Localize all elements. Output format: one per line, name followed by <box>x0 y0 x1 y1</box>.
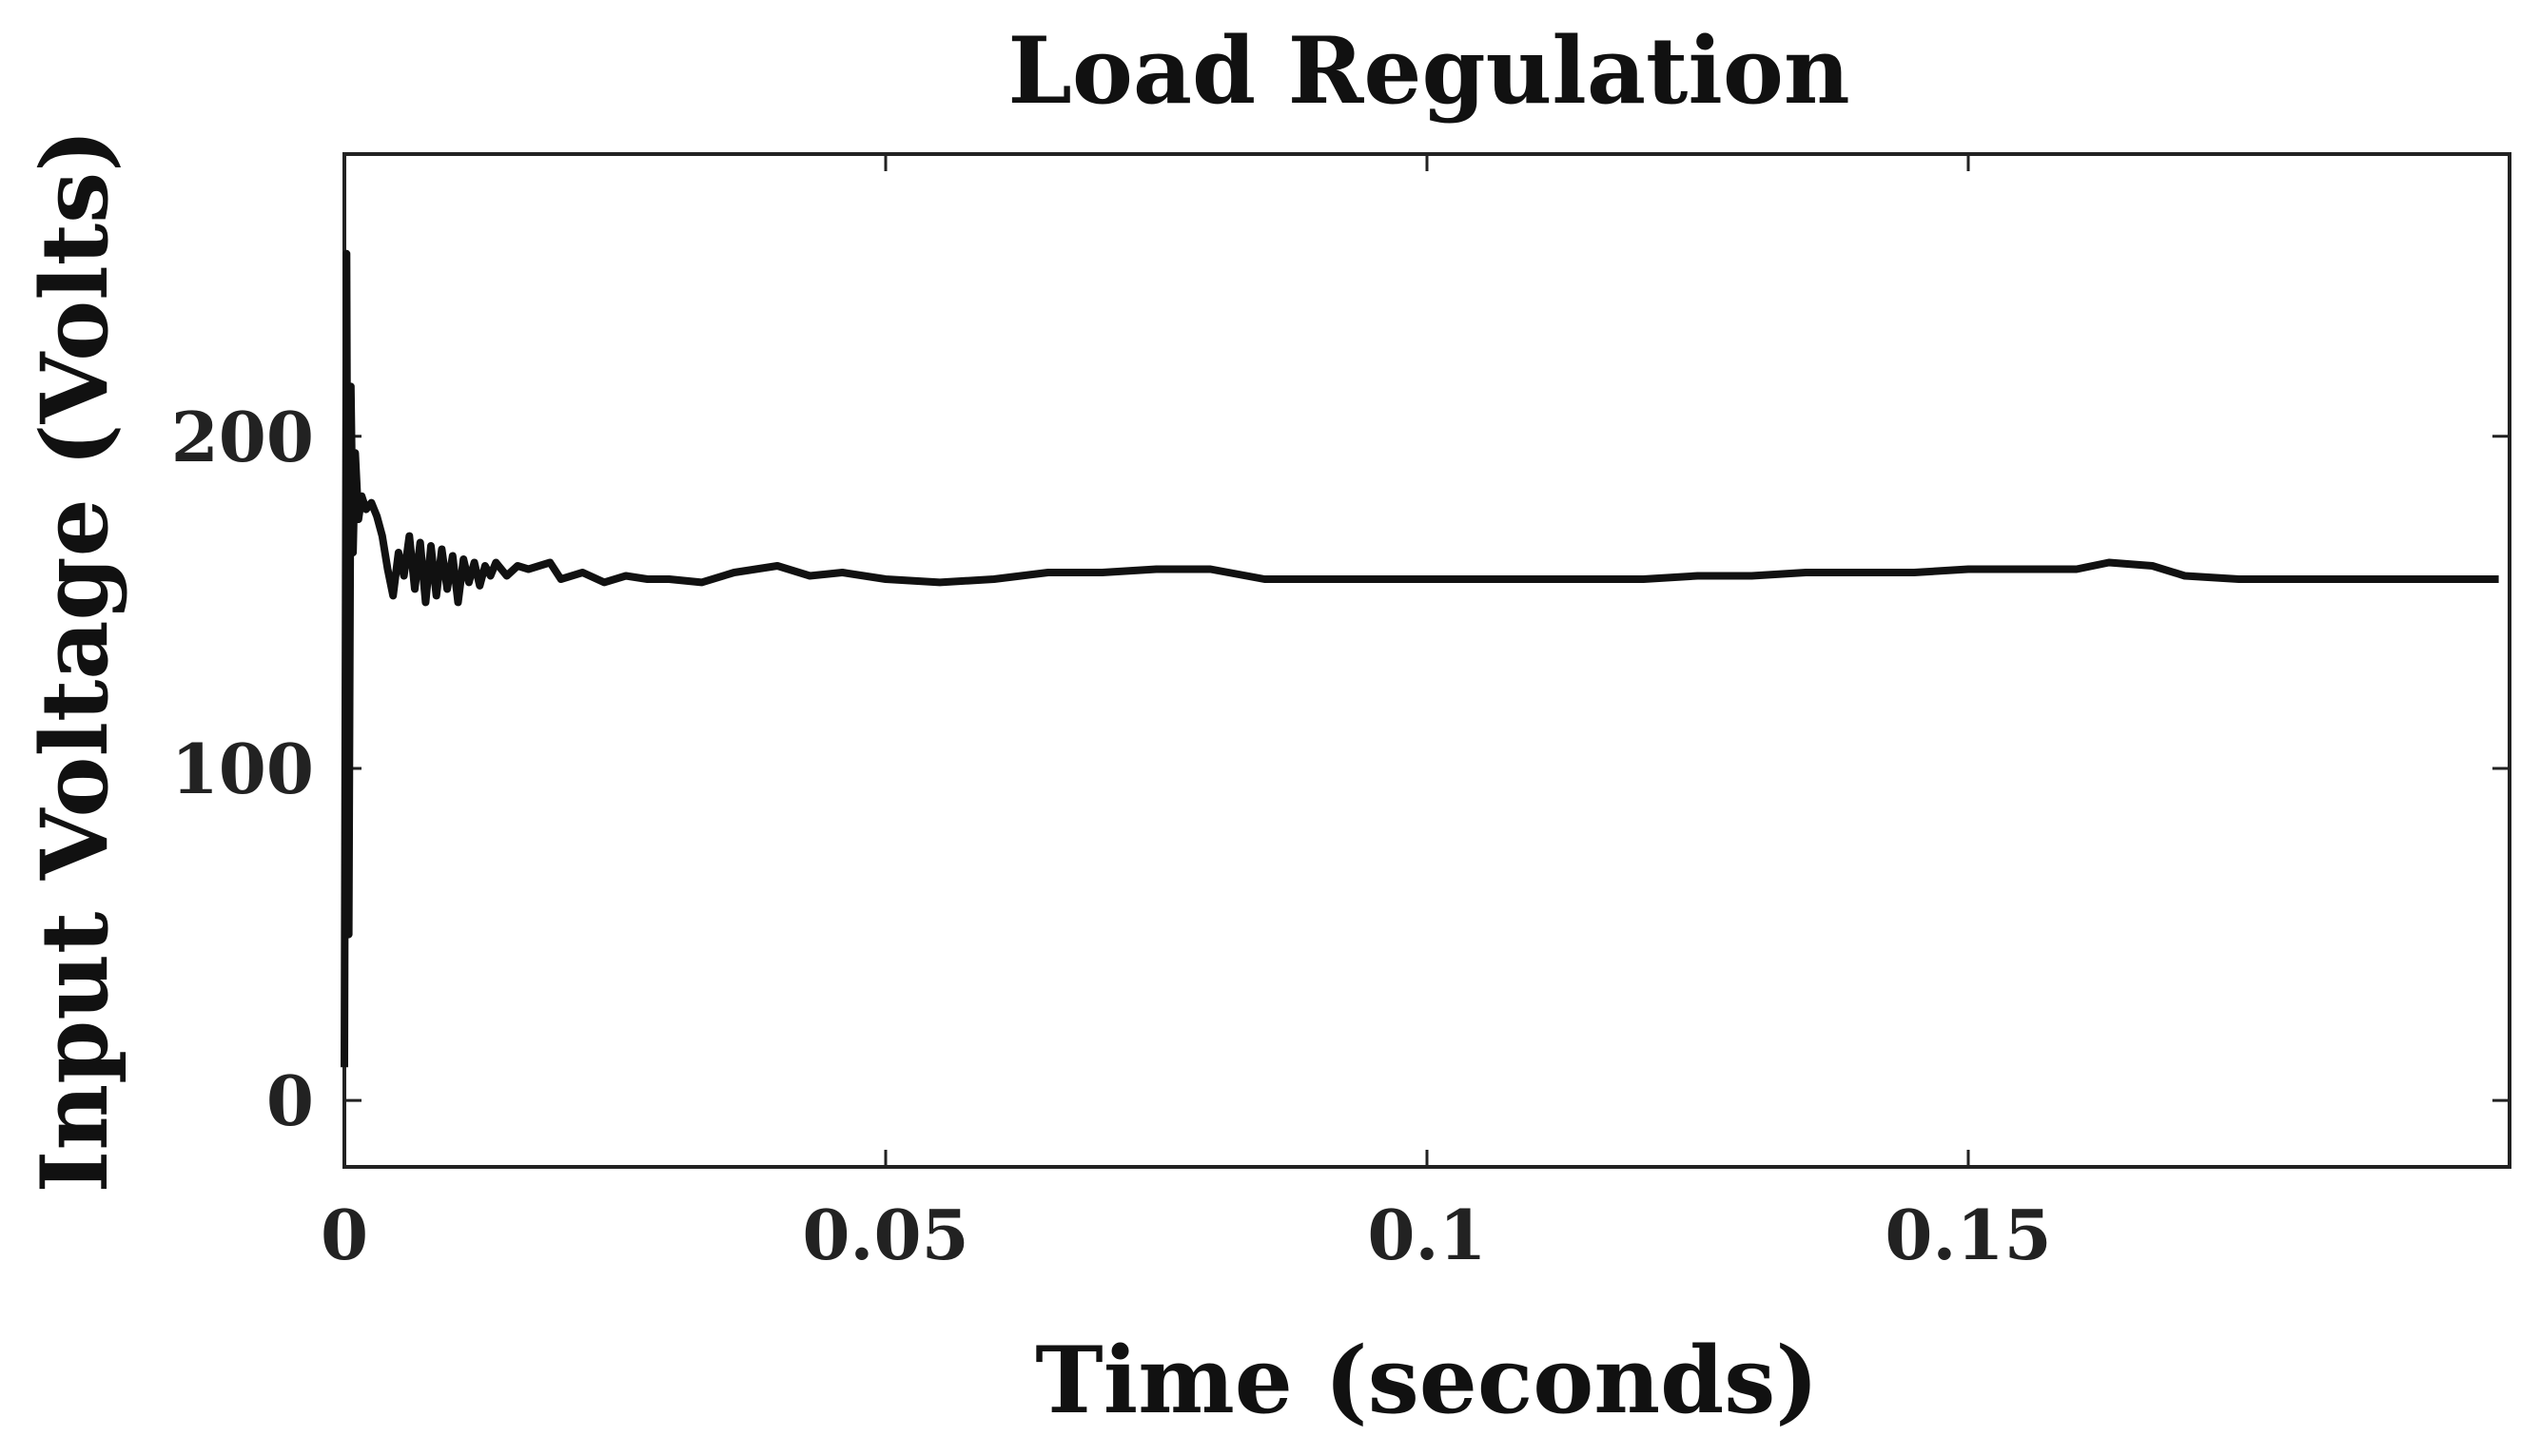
y-tick-label: 0 <box>266 1060 314 1141</box>
y-tick-label: 200 <box>171 397 314 477</box>
y-tick-label: 100 <box>171 728 314 809</box>
plot-area <box>342 152 2511 1169</box>
chart-title: Load Regulation <box>1007 17 1849 125</box>
x-axis-ticks: 0 0.05 0.1 0.15 <box>321 154 2052 1275</box>
x-axis-label: Time (seconds) <box>1035 1327 1818 1434</box>
x-tick-label: 0.15 <box>1885 1194 2051 1275</box>
y-axis-ticks: 0 100 200 <box>171 397 2510 1141</box>
x-tick-label: 0.1 <box>1367 1194 1486 1275</box>
x-tick-label: 0 <box>321 1194 368 1275</box>
y-axis-label: Input Voltage (Volts) <box>21 128 128 1193</box>
series-line <box>341 249 2499 1068</box>
x-tick-label: 0.05 <box>802 1194 968 1275</box>
series-layer <box>341 249 2499 1068</box>
